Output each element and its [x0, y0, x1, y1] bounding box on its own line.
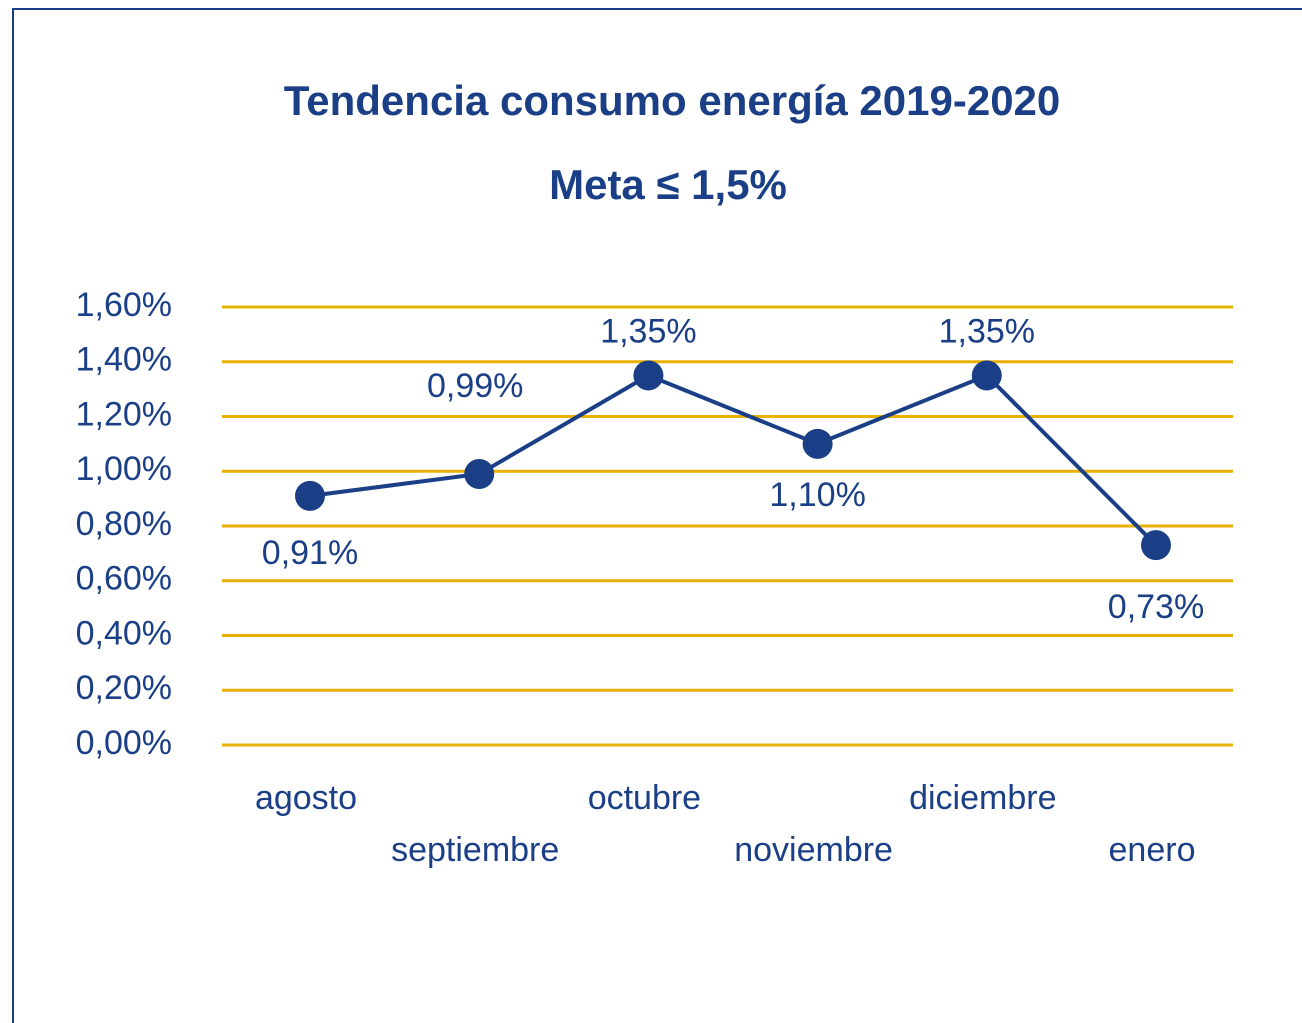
data-label: 1,35% [600, 312, 696, 350]
chart-title: Tendencia consumo energía 2019-2020 [284, 77, 1061, 124]
x-tick-label: agosto [255, 779, 357, 817]
frame [12, 8, 1302, 1023]
y-tick-label: 1,20% [76, 395, 172, 433]
data-label: 0,91% [262, 534, 358, 572]
y-tick-label: 0,80% [76, 505, 172, 543]
x-tick-label: septiembre [391, 831, 559, 869]
x-tick-label: enero [1109, 831, 1196, 869]
point [633, 360, 664, 391]
line [309, 373, 1158, 547]
data-label: 1,10% [769, 476, 865, 514]
point [295, 480, 325, 511]
point [1141, 530, 1171, 561]
point [802, 428, 833, 459]
y-tick-label: 1,00% [76, 450, 172, 488]
x-tick-label: noviembre [734, 831, 893, 869]
y-tick-label: 0,20% [76, 669, 172, 707]
chart-subtitle: Meta ≤ 1,5% [549, 161, 787, 208]
point [464, 458, 495, 489]
data-label: 0,99% [427, 367, 523, 405]
y-tick-label: 0,60% [76, 560, 172, 598]
y-tick-label: 0,00% [76, 724, 172, 762]
y-tick-label: 0,40% [76, 614, 172, 652]
y-tick-label: 1,60% [76, 286, 172, 324]
y-tick-label: 1,40% [76, 341, 172, 379]
data-label: 1,35% [939, 312, 1035, 350]
x-tick-label: octubre [588, 779, 701, 817]
point [971, 360, 1002, 391]
x-tick-label: diciembre [909, 779, 1056, 817]
data-label: 0,73% [1108, 588, 1204, 626]
